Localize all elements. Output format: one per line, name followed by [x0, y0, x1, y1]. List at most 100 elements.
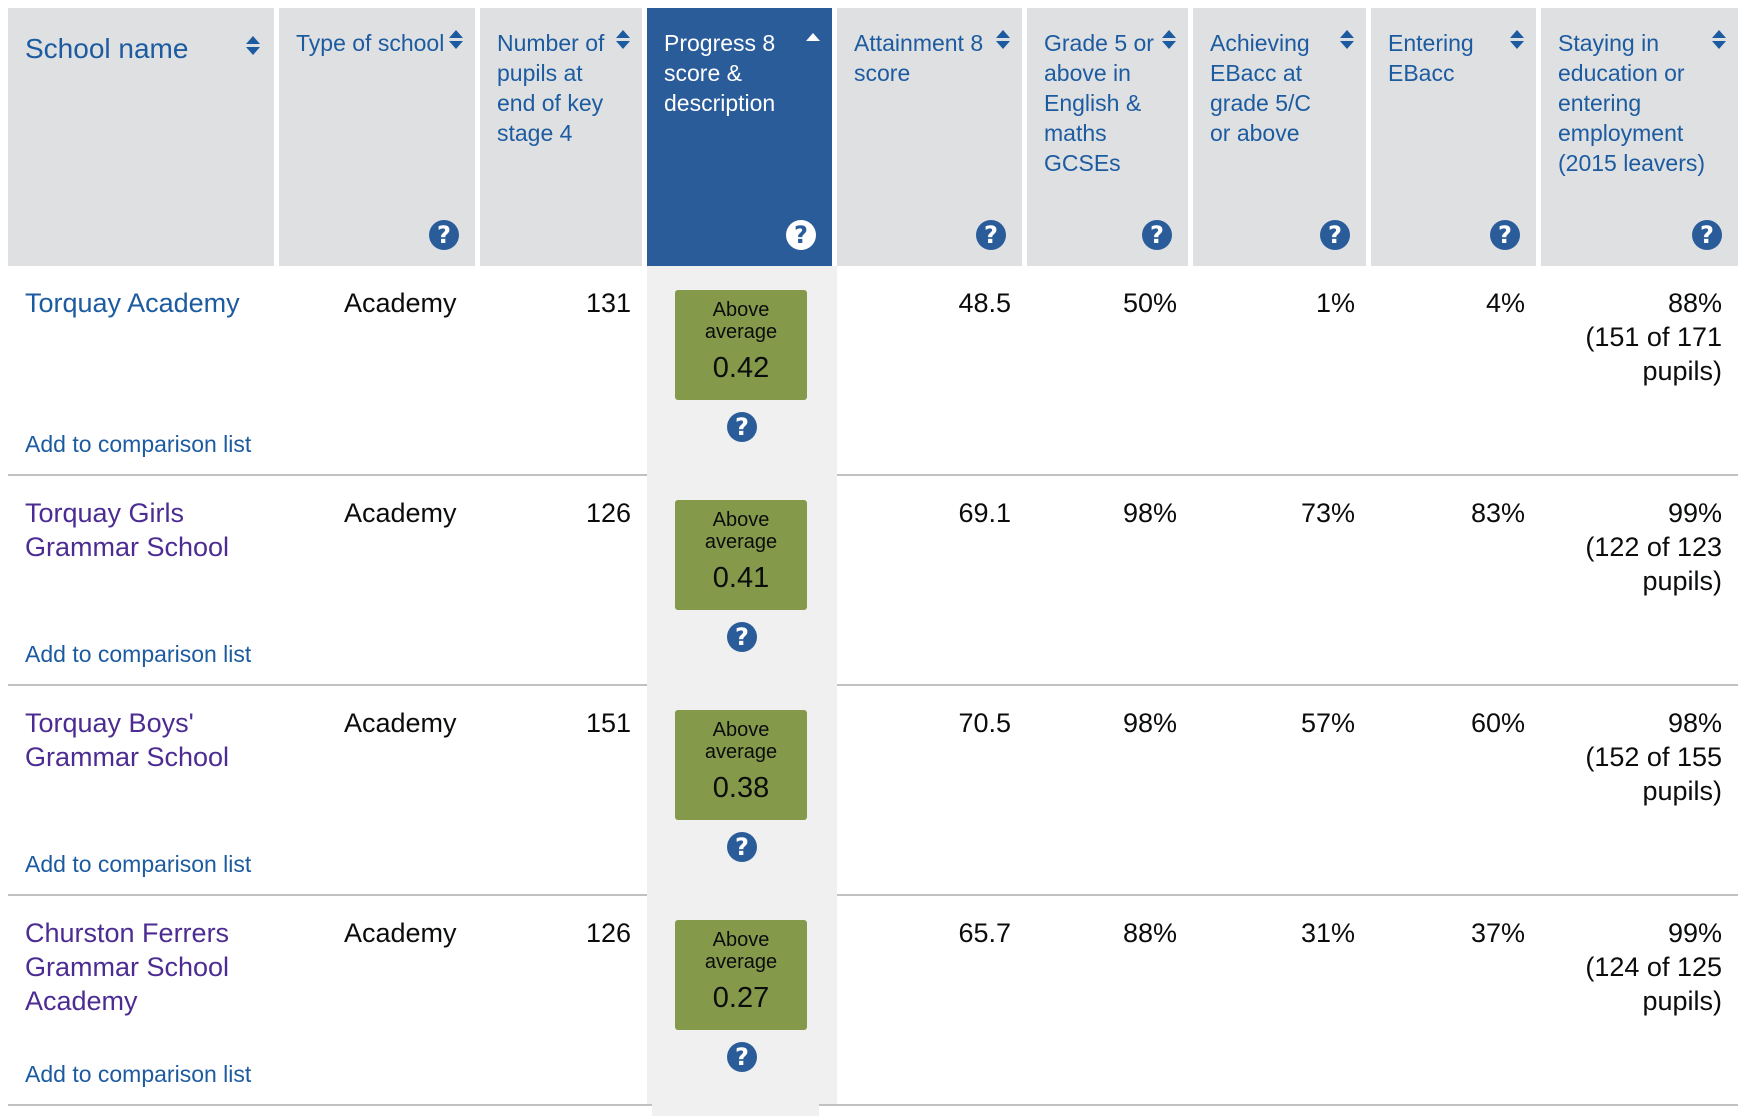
sort-arrows-icon[interactable] [996, 30, 1010, 52]
grade5-eng-maths-value: 98% [1122, 498, 1177, 528]
help-question-icon[interactable]: ? [1142, 220, 1172, 250]
cell-school-name: Churston Ferrers Grammar School Academy A… [8, 896, 279, 1106]
pupil-count: 126 [585, 498, 631, 528]
sort-button-staying-in-education[interactable]: Staying in education or entering employm… [1558, 30, 1706, 176]
cell-pupils: 151 [480, 686, 647, 896]
staying-percentage: 99% [1667, 498, 1722, 528]
school-name-link[interactable]: Torquay Boys' Grammar School [25, 708, 230, 772]
sort-down-arrow-icon [996, 41, 1010, 49]
cell-school-name: Torquay Girls Grammar School Add to compa… [8, 476, 279, 686]
attainment-8-score: 69.1 [958, 498, 1011, 528]
sort-arrows-icon[interactable] [246, 36, 260, 58]
cell-type-of-school: Academy [279, 476, 480, 686]
sort-up-arrow-icon [1162, 30, 1176, 38]
staying-percentage: 88% [1667, 288, 1722, 318]
sort-arrows-icon[interactable] [1162, 30, 1176, 52]
add-to-comparison-link[interactable]: Add to comparison list [25, 431, 252, 457]
pupil-count: 131 [585, 288, 631, 318]
sort-button-pupils-ks4[interactable]: Number of pupils at end of key stage 4 [497, 30, 605, 146]
sort-down-arrow-icon [246, 47, 260, 55]
cell-ebacc-achieving-value: 1% [1193, 266, 1371, 476]
staying-in-education-value: 98% (152 of 155 pupils) [1552, 706, 1722, 808]
cell-grade5-eng-maths-value: 98% [1027, 686, 1193, 896]
help-question-icon[interactable]: ? [1320, 220, 1350, 250]
progress-8-description: Above average [704, 929, 778, 973]
cell-pupils: 131 [480, 266, 647, 476]
school-type: Academy [344, 708, 457, 738]
sort-button-school-name[interactable]: School name [25, 33, 189, 64]
column-header-school-name: School name [8, 8, 279, 266]
add-to-comparison-link[interactable]: Add to comparison list [25, 1061, 252, 1087]
add-to-comparison-link[interactable]: Add to comparison list [25, 851, 252, 877]
staying-detail: (122 of 123 pupils) [1585, 532, 1722, 596]
cell-type-of-school: Academy [279, 896, 480, 1106]
progress-8-score: 0.42 [712, 352, 770, 384]
cell-progress-8: Above average 0.41? [647, 476, 837, 686]
attainment-8-score: 70.5 [958, 708, 1011, 738]
staying-in-education-value: 88% (151 of 171 pupils) [1552, 286, 1722, 388]
column-header-grade5-eng-maths: Grade 5 or above in English & maths GCSE… [1027, 8, 1193, 266]
sort-up-arrow-icon [1340, 30, 1354, 38]
help-question-icon[interactable]: ? [727, 1042, 757, 1072]
school-name-link[interactable]: Torquay Girls Grammar School [25, 498, 230, 562]
help-question-icon[interactable]: ? [786, 220, 816, 250]
cell-ebacc-entering-value: 4% [1371, 266, 1541, 476]
cell-progress-8: Above average 0.27? [647, 896, 837, 1106]
sort-button-type-of-school[interactable]: Type of school [296, 30, 445, 56]
cell-progress-8: Above average 0.38? [647, 686, 837, 896]
sort-arrows-icon[interactable] [1340, 30, 1354, 52]
sort-button-ebacc-entering[interactable]: Entering EBacc [1388, 30, 1474, 86]
sort-arrows-icon[interactable] [449, 30, 463, 52]
ebacc-achieving-value: 73% [1300, 498, 1355, 528]
ebacc-achieving-value: 31% [1300, 918, 1355, 948]
cell-staying-in-education: 98% (152 of 155 pupils) [1541, 686, 1738, 896]
sort-button-grade5-eng-maths[interactable]: Grade 5 or above in English & maths GCSE… [1044, 30, 1154, 176]
column-header-type-of-school: Type of school? [279, 8, 480, 266]
ebacc-entering-value: 60% [1470, 708, 1525, 738]
cell-grade5-eng-maths-value: 98% [1027, 476, 1193, 686]
sort-down-arrow-icon [1510, 41, 1524, 49]
add-to-comparison-link[interactable]: Add to comparison list [25, 641, 252, 667]
sort-ascending-icon[interactable] [806, 30, 820, 52]
sort-button-attainment-8[interactable]: Attainment 8 score [854, 30, 984, 86]
help-question-icon[interactable]: ? [429, 220, 459, 250]
sort-arrows-icon[interactable] [616, 30, 630, 52]
school-name-link[interactable]: Torquay Academy [25, 288, 240, 318]
ebacc-achieving-value: 57% [1300, 708, 1355, 738]
progress-8-badge: Above average 0.42 [675, 290, 807, 400]
pupil-count: 151 [585, 708, 631, 738]
sort-up-arrow-icon [1712, 30, 1726, 38]
progress-8-score: 0.38 [712, 772, 770, 804]
sort-arrows-icon[interactable] [1510, 30, 1524, 52]
attainment-8-score: 65.7 [958, 918, 1011, 948]
cell-ebacc-entering-value: 83% [1371, 476, 1541, 686]
school-name-link[interactable]: Churston Ferrers Grammar School Academy [25, 918, 230, 1016]
ebacc-entering-value: 37% [1470, 918, 1525, 948]
sort-button-progress-8[interactable]: Progress 8 score & description [664, 30, 776, 116]
cell-staying-in-education: 99% (124 of 125 pupils) [1541, 896, 1738, 1106]
table-row: Torquay Girls Grammar School Add to compa… [8, 476, 1738, 686]
cell-attainment-8-score: 70.5 [837, 686, 1027, 896]
help-question-icon[interactable]: ? [1692, 220, 1722, 250]
sort-down-arrow-icon [616, 41, 630, 49]
column-header-ebacc-entering: Entering EBacc? [1371, 8, 1541, 266]
help-question-icon[interactable]: ? [976, 220, 1006, 250]
help-question-icon[interactable]: ? [727, 412, 757, 442]
help-question-icon[interactable]: ? [1490, 220, 1520, 250]
help-question-icon[interactable]: ? [727, 832, 757, 862]
cell-type-of-school: Academy [279, 686, 480, 896]
staying-detail: (152 of 155 pupils) [1585, 742, 1722, 806]
table-body: Torquay Academy Add to comparison list Aca… [8, 266, 1738, 1106]
grade5-eng-maths-value: 98% [1122, 708, 1177, 738]
cell-ebacc-achieving-value: 73% [1193, 476, 1371, 686]
cell-ebacc-entering-value: 60% [1371, 686, 1541, 896]
sort-down-arrow-icon [449, 41, 463, 49]
ebacc-entering-value: 4% [1485, 288, 1525, 318]
sort-arrows-icon[interactable] [1712, 30, 1726, 52]
sort-up-arrow-icon [449, 30, 463, 38]
progress-8-score: 0.27 [712, 982, 770, 1014]
help-question-icon[interactable]: ? [727, 622, 757, 652]
sort-button-ebacc-achieving[interactable]: Achieving EBacc at grade 5/C or above [1210, 30, 1312, 146]
staying-detail: (151 of 171 pupils) [1585, 322, 1722, 386]
sort-up-arrow-icon [616, 30, 630, 38]
